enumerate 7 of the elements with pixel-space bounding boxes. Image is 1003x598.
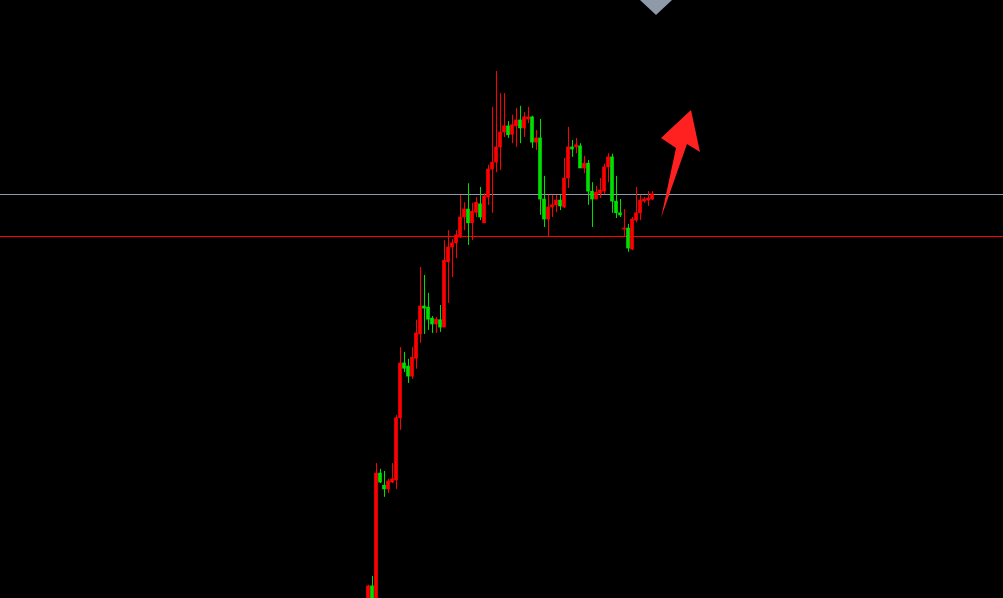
candlestick	[514, 107, 518, 148]
candlestick	[578, 142, 582, 169]
candlestick	[626, 223, 630, 253]
candlestick	[522, 111, 526, 138]
candlestick	[402, 351, 406, 373]
candlestick	[478, 186, 482, 221]
candlestick	[518, 105, 522, 144]
